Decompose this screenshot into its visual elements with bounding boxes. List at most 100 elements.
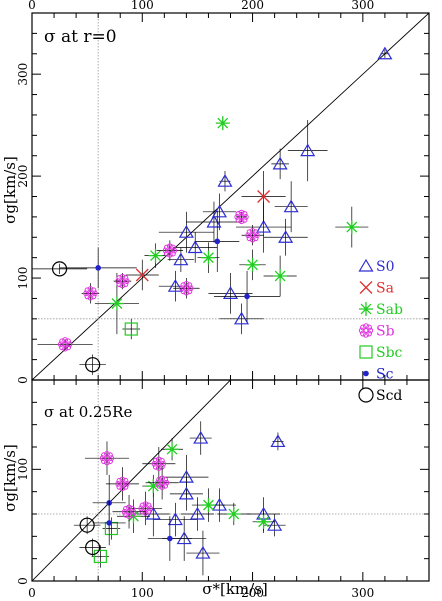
marker	[377, 46, 393, 60]
marker	[245, 228, 260, 243]
top-point-s0	[173, 232, 218, 263]
top-x-tick-label: 300	[351, 0, 374, 12]
top-point-sab	[335, 206, 369, 248]
bottom-y-axis-label: σg[km/s]	[1, 444, 19, 512]
marker	[256, 514, 271, 529]
bottom-point-s0	[189, 421, 212, 455]
bottom-y-tick-label: 0	[16, 577, 30, 585]
marker	[57, 337, 73, 352]
legend-item-scd: Scd	[358, 387, 402, 404]
legend-label: Sa	[376, 281, 394, 297]
legend-marker-icon	[358, 387, 374, 403]
top-point-sb	[113, 272, 132, 290]
marker	[244, 293, 250, 300]
top-point-s0	[186, 201, 242, 243]
data-markers	[32, 46, 393, 576]
top-point-sab	[239, 249, 266, 281]
marker	[222, 286, 239, 299]
marker	[167, 279, 183, 292]
marker	[106, 520, 112, 526]
top-point-s0	[219, 303, 264, 335]
bottom-point-sb	[145, 465, 179, 500]
top-point-sc	[213, 270, 281, 322]
legend-marker-icon	[359, 345, 373, 359]
marker	[283, 199, 299, 213]
marker	[151, 456, 167, 471]
bottom-point-sb	[84, 441, 130, 475]
marker	[267, 517, 283, 531]
top-point-scd	[79, 354, 106, 375]
marker	[85, 357, 101, 373]
top-point-sa	[125, 259, 159, 291]
bottom-point-sb	[105, 467, 139, 501]
marker	[162, 243, 178, 258]
marker	[214, 238, 221, 245]
marker	[344, 220, 359, 235]
bottom-one-to-one-line	[32, 380, 231, 581]
marker	[245, 257, 260, 272]
marker	[256, 219, 272, 233]
bottom-points	[73, 421, 286, 576]
legend-label: Sbc	[376, 345, 403, 361]
marker	[273, 269, 288, 284]
top-ticks	[31, 12, 430, 381]
bottom-point-s0	[169, 477, 203, 511]
marker	[195, 545, 211, 559]
marker	[278, 230, 294, 243]
marker	[121, 504, 137, 519]
legend-label: Sc	[376, 367, 394, 383]
x-axis-label: σ*[km/s]	[202, 580, 268, 598]
legend-item-sbc: Sbc	[359, 345, 403, 361]
legend-marker-icon	[363, 370, 369, 377]
legend-item-sc: Sc	[363, 367, 394, 383]
top-y-axis-label: σg[km/s]	[1, 156, 19, 224]
bottom-point-scd	[79, 538, 106, 557]
bottom-point-sab	[217, 502, 251, 526]
top-point-scd	[32, 261, 88, 277]
bottom-point-sab	[161, 438, 184, 461]
marker	[126, 509, 141, 524]
top-point-s0	[287, 120, 328, 182]
marker	[226, 507, 241, 521]
marker	[167, 535, 173, 542]
marker	[178, 225, 194, 238]
top-point-s0	[217, 171, 233, 192]
marker	[176, 531, 192, 545]
marker	[124, 322, 138, 336]
bottom-point-sc	[147, 516, 192, 561]
axis-text: σ at r=0 σ at 0.25Re σg[km/s] σg[km/s] σ…	[1, 0, 374, 600]
top-point-sb	[156, 240, 184, 261]
legend-marker-icon	[358, 258, 374, 272]
marker	[211, 204, 228, 218]
marker	[154, 475, 170, 490]
marker	[233, 311, 250, 325]
legend-item-sa: Sa	[359, 281, 394, 297]
top-x-tick-label: 200	[241, 0, 264, 12]
top-point-sab	[215, 116, 230, 131]
bottom-x-tick-label: 300	[351, 586, 374, 600]
marker	[148, 248, 163, 263]
legend-marker-icon	[358, 323, 374, 338]
top-point-s0	[274, 181, 308, 233]
bottom-point-s0	[186, 530, 220, 576]
bottom-point-sbc	[102, 517, 121, 540]
legend: S0 Sa Sab Sb Sbc Sc Scd	[358, 258, 403, 404]
legend-marker-icon	[359, 302, 373, 316]
bottom-point-s0	[270, 432, 286, 451]
bottom-point-sab	[142, 474, 165, 498]
legend-label: Sab	[376, 302, 403, 318]
top-x-tick-label: 0	[28, 0, 36, 12]
top-point-sab	[263, 255, 297, 297]
bottom-ticks	[31, 379, 430, 582]
marker	[179, 281, 194, 296]
top-point-sab	[144, 243, 167, 268]
top-point-s0	[377, 46, 393, 60]
top-point-sb	[234, 209, 249, 225]
bottom-y-tick-label: 100	[16, 458, 30, 481]
marker	[178, 486, 194, 500]
marker	[189, 506, 205, 520]
marker	[83, 286, 98, 301]
top-point-s0	[263, 218, 308, 256]
bottom-point-sab	[191, 488, 225, 522]
marker	[51, 261, 68, 277]
